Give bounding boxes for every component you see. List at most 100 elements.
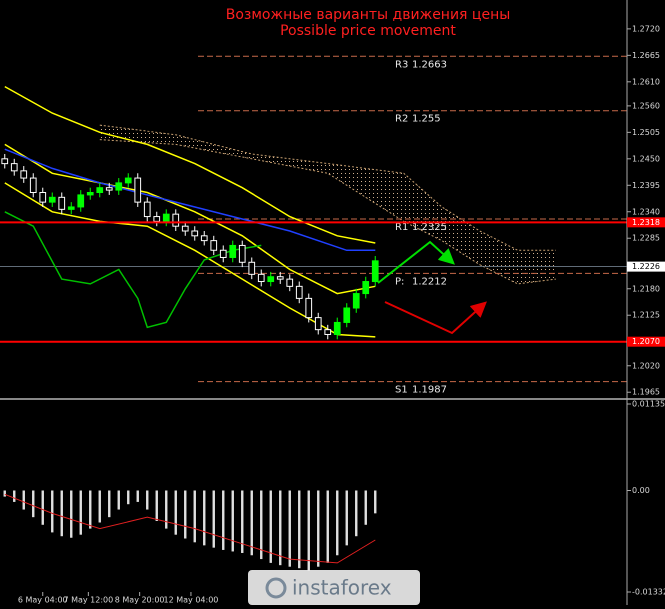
level-label: 1.2070: [632, 337, 660, 346]
histogram-bar: [203, 490, 206, 546]
candle-body: [96, 187, 104, 194]
histogram-bar: [41, 490, 44, 525]
pivot-name: S1: [395, 385, 408, 396]
pivot-name: R2: [395, 114, 408, 125]
pivot-name: R1: [395, 222, 408, 233]
pivot-name: P:: [395, 276, 404, 287]
candle-body: [305, 297, 313, 319]
histogram-bar: [146, 490, 149, 510]
indicator-line: [4, 143, 376, 295]
x-tick-label: 7 May 12:00: [63, 596, 113, 605]
candle-body: [229, 244, 237, 258]
y-tick-label: 1.2180: [632, 284, 660, 293]
histogram-bar: [288, 490, 291, 567]
histogram-bar: [374, 490, 377, 514]
cloud-area: [99, 125, 556, 284]
y-tick-label: 1.2665: [632, 51, 660, 60]
candle-body: [181, 225, 189, 232]
histogram-bar: [117, 490, 120, 510]
candle-body: [257, 273, 265, 283]
y-tick-label: 1.2450: [632, 154, 660, 163]
pivot-value: 1.255: [412, 114, 441, 125]
candle-body: [286, 278, 294, 287]
level-box: [627, 336, 665, 347]
logo: instaforex: [248, 570, 420, 605]
last-price-label: 1.2226: [632, 262, 660, 271]
histogram-bar: [51, 490, 54, 533]
candle-body: [29, 177, 37, 194]
candle-body: [153, 216, 161, 222]
histogram-bar: [13, 490, 16, 502]
candle-body: [134, 177, 142, 203]
histogram-bar: [260, 490, 263, 560]
histogram-bar: [326, 490, 329, 563]
candle-body: [352, 293, 360, 309]
histogram-bar: [155, 490, 158, 521]
candle-body: [20, 170, 28, 179]
candle-body: [219, 249, 227, 258]
candle-body: [67, 206, 75, 210]
pivot-name: R3: [395, 59, 408, 70]
candle-body: [200, 235, 208, 242]
candle-body: [210, 240, 218, 251]
histogram-bar: [79, 490, 82, 535]
forecast-down-arrow: [384, 301, 487, 335]
candle-body: [86, 192, 94, 196]
signal-line: [4, 493, 376, 564]
x-tick-label: 6 May 04:00: [18, 596, 68, 605]
y-tick-label: 0.00: [632, 486, 650, 495]
indicator-line: [4, 85, 376, 244]
candle-body: [324, 329, 332, 335]
candle-body: [124, 177, 132, 184]
candle-body: [162, 213, 170, 222]
histogram-bar: [174, 490, 177, 535]
candle-body: [1, 158, 9, 165]
cloud-upper: [99, 124, 556, 251]
logo-icon: [265, 577, 287, 599]
level-label: 1.2318: [632, 218, 660, 227]
candle-body: [276, 276, 284, 280]
x-tick-label: 12 May 04:00: [164, 596, 219, 605]
candle-body: [238, 244, 246, 263]
y-tick-label: -0.01332: [632, 588, 665, 597]
histogram-bar: [269, 490, 272, 563]
histogram-bar: [136, 490, 139, 502]
histogram-bar: [32, 490, 35, 518]
candle-body: [48, 196, 56, 203]
candle-body: [77, 194, 85, 208]
y-tick-label: 0.01135: [632, 400, 665, 409]
y-tick-label: 1.2395: [632, 181, 660, 190]
histogram-bar: [165, 490, 168, 529]
candle-body: [362, 281, 370, 295]
candle-body: [314, 317, 322, 331]
histogram-bar: [212, 490, 215, 548]
histogram-bar: [60, 490, 63, 537]
logo-text: instaforex: [292, 576, 392, 600]
price-panel: R3 1.2663 R2 1.255 R1 1.2325 P: 1.2212 S1 1.1987: [0, 55, 627, 396]
candle-body: [39, 192, 47, 203]
pivot-value: 1.2325: [412, 222, 447, 233]
histogram-bar: [127, 490, 130, 505]
x-tick-label: 8 May 20:00: [115, 596, 165, 605]
candle-body: [371, 260, 379, 283]
pivot-value: 1.2212: [412, 276, 447, 287]
y-tick-label: 1.2560: [632, 101, 660, 110]
indicator-line: [4, 148, 376, 252]
macd-panel: [3, 490, 377, 571]
y-tick-label: 1.1965: [632, 388, 660, 397]
histogram-bar: [3, 490, 6, 497]
chart-title: Возможные варианты движения цены: [226, 7, 511, 23]
level-box: [627, 217, 665, 228]
candle-body: [267, 276, 275, 283]
histogram-bar: [89, 490, 92, 529]
histogram-bar: [317, 490, 320, 567]
histogram-bar: [70, 490, 73, 538]
histogram-bar: [298, 490, 301, 569]
histogram-bar: [279, 490, 282, 566]
histogram-bar: [355, 490, 358, 537]
y-tick-label: 1.2720: [632, 24, 660, 33]
y-tick-label: 1.2340: [632, 207, 660, 216]
y-tick-label: 1.2125: [632, 311, 660, 320]
